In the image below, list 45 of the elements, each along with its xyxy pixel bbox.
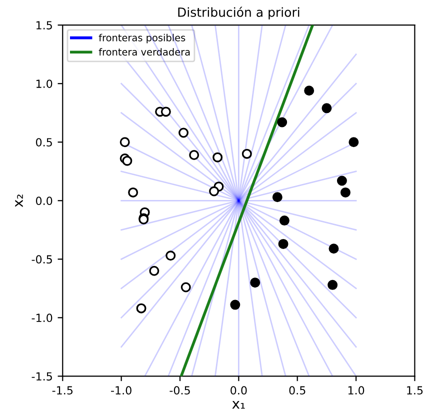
legend-label: frontera verdadera: [98, 48, 190, 56]
point: [336, 176, 347, 186]
point: [180, 282, 191, 292]
y-tick-label: 1.0: [36, 80, 52, 88]
y-tick-label: -1.0: [32, 314, 52, 322]
point: [212, 152, 223, 162]
point: [230, 300, 240, 310]
x-tick-label: -1.0: [111, 386, 132, 395]
x-tick-label: 1.0: [348, 386, 364, 395]
point: [120, 137, 130, 148]
point: [304, 86, 314, 96]
point: [166, 250, 176, 261]
point: [328, 244, 339, 254]
y-tick-label: -1.5: [32, 372, 52, 381]
point: [277, 117, 288, 128]
y-tick-label: 1.5: [36, 21, 52, 30]
point: [149, 266, 160, 276]
y-axis-title: x₂: [15, 194, 23, 208]
point: [128, 187, 138, 198]
x-tick-label: -0.5: [170, 386, 190, 395]
y-tick-label: 0.0: [36, 196, 52, 206]
y-tick-label: -0.5: [32, 255, 52, 264]
point: [160, 106, 171, 117]
y-tick-label: 0.5: [36, 138, 52, 146]
point: [189, 150, 200, 160]
point: [279, 216, 290, 226]
point: [178, 128, 189, 138]
point: [322, 103, 332, 114]
x-tick-label: -1.5: [52, 386, 73, 395]
point: [278, 238, 288, 249]
point: [122, 156, 132, 166]
x-tick-label: 0.0: [230, 386, 247, 395]
point: [340, 187, 350, 198]
point: [209, 186, 220, 196]
point: [136, 303, 146, 314]
point: [272, 192, 282, 202]
x-axis-title: x₁: [232, 401, 245, 409]
point: [348, 137, 359, 148]
point: [250, 278, 260, 288]
x-tick-label: 0.5: [289, 386, 306, 395]
point: [242, 148, 252, 159]
chart-title: Distribución a priori: [178, 6, 300, 20]
x-tick-label: 1.5: [407, 386, 423, 395]
legend-label: fronteras posibles: [98, 34, 186, 44]
point: [328, 280, 338, 290]
